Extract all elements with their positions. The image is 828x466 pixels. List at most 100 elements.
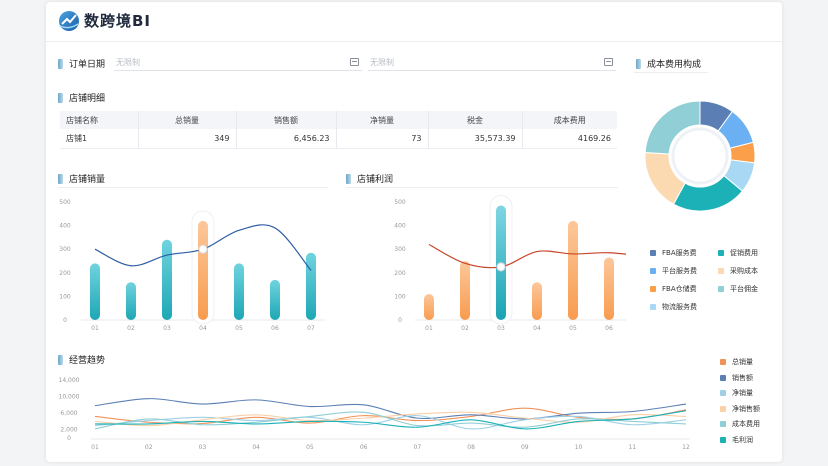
bar[interactable] (424, 294, 434, 320)
table-cell: 店铺1 (60, 129, 139, 149)
legend-swatch (720, 390, 726, 397)
x-tick-label: 04 (533, 325, 541, 332)
y-tick-label: 100 (59, 293, 71, 300)
legend-item[interactable]: 毛利润 (720, 435, 753, 445)
series-line (94, 398, 687, 420)
column-header[interactable]: 销售额 (236, 111, 337, 129)
shop-detail-table: 店铺名称 总销量 销售额 净销量 税金 成本费用 店铺1 349 6,456.2… (60, 111, 617, 149)
legend-item[interactable]: 净销售额 (720, 404, 760, 414)
bar[interactable] (604, 257, 614, 320)
column-header[interactable]: 总销量 (138, 111, 237, 129)
bar[interactable] (198, 220, 208, 320)
divider (634, 72, 708, 73)
x-tick-label: 08 (467, 444, 475, 451)
end-date-input[interactable]: 无限制 (368, 54, 616, 71)
x-tick-label: 01 (91, 444, 99, 451)
highlight-point[interactable] (198, 244, 208, 254)
bar[interactable] (234, 263, 244, 320)
legend-item[interactable]: 总销量 (720, 357, 753, 367)
legend-swatch (720, 437, 726, 443)
legend-swatch (650, 268, 656, 274)
start-date-input[interactable]: 无限制 (114, 54, 362, 71)
y-tick-label: 14,000 (59, 377, 80, 384)
bar[interactable] (532, 282, 542, 320)
bar[interactable] (460, 261, 470, 320)
calendar-icon[interactable] (350, 58, 359, 66)
table-cell: 349 (138, 129, 237, 149)
y-tick-label: 200 (59, 270, 71, 277)
legend-label: 采购成本 (730, 267, 758, 275)
y-tick-label: 0 (398, 317, 402, 324)
legend-label: 净销售额 (732, 404, 760, 413)
legend-item[interactable]: 平台服务费 (650, 266, 697, 276)
column-header[interactable]: 成本费用 (522, 111, 617, 129)
legend-swatch (720, 374, 726, 381)
legend-swatch (650, 286, 656, 292)
section-marker-icon (58, 354, 63, 365)
legend-label: 物流服务费 (662, 303, 697, 311)
y-tick-label: 300 (394, 246, 406, 253)
business-trend-chart: 02,000 6,000 10,000 14,000 01 02 03 04 05 06 07 08 0… (59, 377, 690, 451)
legend-item[interactable]: 物流服务费 (650, 302, 697, 312)
shop-detail-title: 店铺明细 (58, 91, 105, 104)
legend-label: FBA仓储费 (662, 285, 697, 293)
calendar-icon[interactable] (604, 58, 613, 66)
legend-label: 平台佣金 (730, 285, 758, 293)
legend-item[interactable]: 促销费用 (718, 248, 758, 258)
bar[interactable] (90, 263, 100, 320)
bar[interactable] (126, 282, 136, 320)
legend-label: FBA服务费 (662, 249, 697, 257)
series-line (94, 411, 687, 427)
y-tick-label: 500 (59, 199, 71, 206)
legend-item[interactable]: 成本费用 (720, 419, 760, 429)
legend-item[interactable]: FBA仓储费 (650, 284, 697, 294)
x-tick-label: 07 (414, 444, 422, 451)
section-marker-icon (636, 58, 641, 69)
x-tick-label: 03 (199, 444, 207, 451)
x-tick-label: 09 (521, 444, 529, 451)
bar[interactable] (162, 239, 172, 320)
donut-slice[interactable] (644, 100, 701, 155)
x-tick-label: 10 (575, 444, 583, 451)
table-row[interactable]: 店铺1 349 6,456.23 73 35,573.39 4169.26 (60, 129, 617, 149)
legend-item[interactable]: FBA服务费 (650, 248, 697, 258)
y-tick-label: 10,000 (59, 394, 80, 401)
x-tick-label: 05 (306, 444, 314, 451)
y-tick-label: 400 (59, 223, 71, 230)
divider (346, 187, 618, 188)
legend-label: 平台服务费 (662, 267, 697, 275)
y-tick-label: 300 (59, 246, 71, 253)
divider (58, 187, 328, 188)
column-header[interactable]: 店铺名称 (60, 111, 139, 129)
column-header[interactable]: 税金 (428, 111, 523, 129)
column-header[interactable]: 净销量 (336, 111, 429, 129)
bar[interactable] (568, 220, 578, 320)
bar[interactable] (270, 279, 280, 320)
x-tick-label: 02 (461, 325, 469, 332)
legend-item[interactable]: 销售额 (720, 373, 753, 383)
legend-item[interactable]: 净销量 (720, 388, 753, 398)
legend-item[interactable]: 平台佣金 (718, 284, 758, 294)
legend-label: 毛利润 (732, 436, 753, 444)
section-marker-icon (346, 173, 351, 184)
dashboard-card: 数跨境BI 订单日期 无限制 无限制 店铺明细 店铺名称 总销量 销售额 净销量… (46, 2, 782, 462)
legend-label: 成本费用 (732, 420, 760, 429)
series-line (94, 407, 687, 425)
y-tick-label: 0 (67, 435, 71, 442)
table-cell: 73 (336, 129, 429, 149)
y-tick-label: 400 (394, 223, 406, 230)
logo-icon (59, 11, 79, 31)
legend-swatch (720, 421, 726, 428)
table-cell: 35,573.39 (428, 129, 523, 149)
x-tick-label: 07 (307, 325, 315, 332)
highlight-point[interactable] (496, 262, 506, 272)
trend-line (428, 243, 626, 269)
brand-name: 数跨境BI (84, 12, 152, 30)
legend-item[interactable]: 采购成本 (718, 266, 758, 276)
x-tick-label: 06 (271, 325, 279, 332)
bar[interactable] (306, 252, 316, 320)
app-header: 数跨境BI (46, 2, 782, 42)
legend-swatch (720, 359, 726, 365)
y-tick-label: 0 (63, 317, 67, 324)
